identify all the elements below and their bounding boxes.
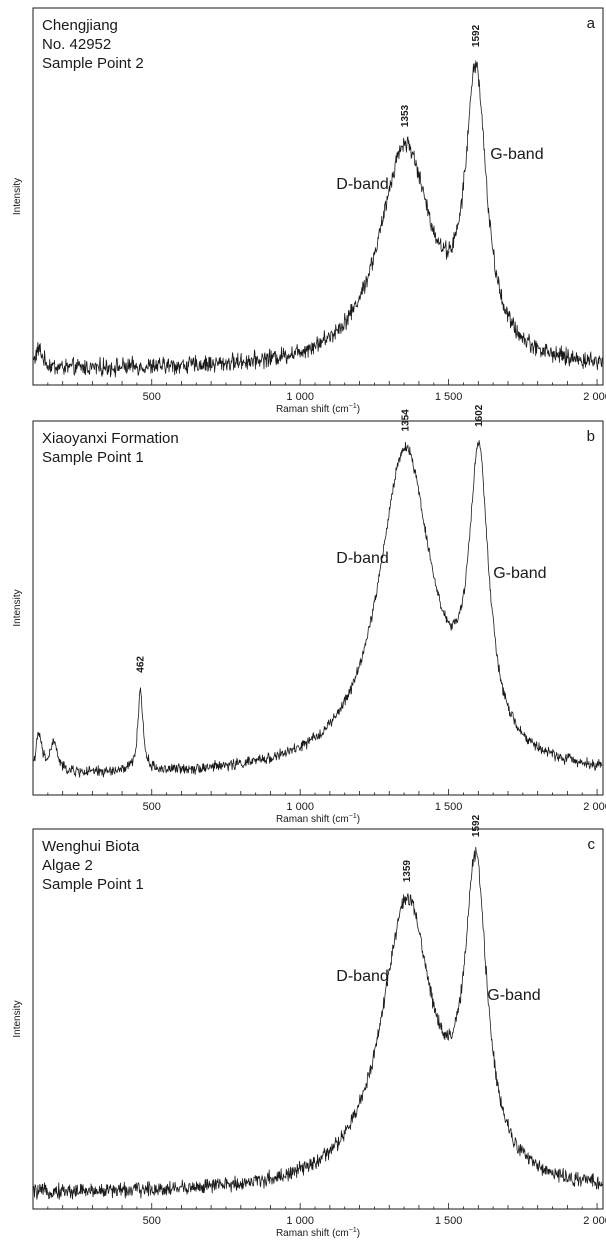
peak-label: 1354 [400, 409, 411, 432]
panel-title-line: No. 42952 [42, 36, 111, 53]
plot-frame [32, 7, 604, 386]
x-axis-label-text: Raman shift (cm [276, 1228, 349, 1239]
band-label: G-band [493, 565, 546, 582]
x-axis-label-text: Raman shift (cm [276, 814, 349, 825]
spectrum-line [33, 60, 603, 378]
x-tick-label: 500 [143, 1215, 161, 1227]
band-label: G-band [490, 146, 543, 163]
plot-frame [32, 828, 604, 1210]
peak-label: 1592 [471, 24, 482, 47]
y-axis-label: Intensity [12, 589, 23, 626]
spectrum-line [33, 846, 603, 1200]
panel-letter: a [587, 15, 596, 32]
peak-label: 1602 [474, 404, 485, 427]
panel-title-line: Sample Point 2 [42, 55, 144, 72]
x-axis-label-suffix: ) [357, 814, 360, 825]
panel-title-line: Sample Point 1 [42, 876, 144, 893]
peak-label: 462 [135, 656, 146, 673]
x-axis-label-text: Raman shift (cm [276, 404, 349, 415]
panel-a: 500 1 000 1 500 2 000 Raman shift (cm−1) Inte… [12, 7, 606, 415]
panel-letter: c [588, 836, 596, 853]
panel-title-line: Sample Point 1 [42, 449, 144, 466]
panel-letter: b [587, 428, 595, 445]
peak-label: 1359 [402, 860, 413, 883]
x-tick-label: 2 000 [583, 1215, 606, 1227]
band-label: G-band [487, 987, 540, 1004]
x-axis-label: Raman shift (cm−1) [276, 1227, 360, 1239]
x-axis-label-superscript: −1 [349, 403, 357, 410]
spectrum-line [33, 440, 603, 778]
x-tick-label: 1 000 [286, 801, 314, 813]
panel-title-line: Wenghui Biota [42, 838, 140, 855]
x-axis-label-suffix: ) [357, 404, 360, 415]
x-tick-label: 500 [143, 391, 161, 403]
x-axis-label-suffix: ) [357, 1228, 360, 1239]
plot-frame [32, 420, 604, 796]
x-axis-label-superscript: −1 [349, 813, 357, 820]
x-axis-label: Raman shift (cm−1) [276, 813, 360, 825]
band-label: D-band [336, 550, 388, 567]
x-tick-label: 500 [143, 801, 161, 813]
x-tick-label: 1 500 [435, 391, 463, 403]
band-label: D-band [336, 968, 388, 985]
y-axis-label: Intensity [12, 1000, 23, 1037]
x-tick-label: 2 000 [583, 801, 606, 813]
y-axis-label: Intensity [12, 178, 23, 215]
panel-title-line: Xiaoyanxi Formation [42, 430, 179, 447]
x-tick-label: 1 000 [286, 391, 314, 403]
band-label: D-band [336, 176, 388, 193]
peak-label: 1592 [471, 814, 482, 837]
peak-label: 1353 [400, 104, 411, 127]
x-tick-label: 1 000 [286, 1215, 314, 1227]
x-tick-label: 2 000 [583, 391, 606, 403]
x-axis-label: Raman shift (cm−1) [276, 403, 360, 415]
x-axis-label-superscript: −1 [349, 1227, 357, 1234]
x-tick-label: 1 500 [435, 801, 463, 813]
x-tick-label: 1 500 [435, 1215, 463, 1227]
panel-title-line: Algae 2 [42, 857, 93, 874]
panel-title-line: Chengjiang [42, 17, 118, 34]
